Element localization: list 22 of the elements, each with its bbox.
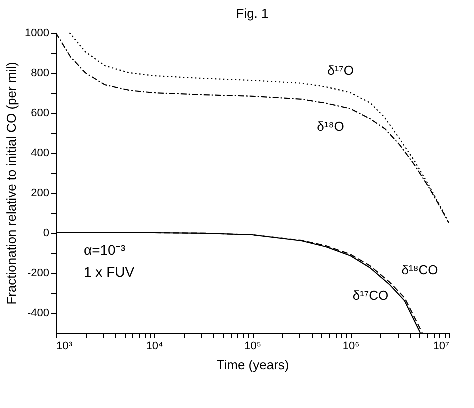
annotation: 1 x FUV bbox=[84, 264, 136, 280]
y-tick-label: 400 bbox=[31, 148, 50, 160]
x-tick-label: 10⁴ bbox=[146, 340, 164, 352]
y-tick-label: 600 bbox=[31, 108, 50, 120]
annotation: α=10⁻³ bbox=[84, 242, 126, 258]
y-tick-label: -200 bbox=[27, 268, 50, 280]
x-tick-label: 10⁵ bbox=[244, 340, 262, 352]
y-tick-label: 1000 bbox=[25, 28, 50, 40]
series-label: δ¹⁸O bbox=[317, 119, 344, 134]
y-tick-label: 800 bbox=[31, 68, 50, 80]
y-axis-title: Fractionation relative to initial CO (per mil) bbox=[4, 62, 20, 305]
series-label: δ¹⁷CO bbox=[352, 288, 389, 303]
x-tick-label: 10³ bbox=[56, 340, 73, 352]
x-tick-label: 10⁶ bbox=[342, 340, 360, 352]
series-label: δ¹⁸CO bbox=[402, 262, 438, 278]
chart-title: Fig. 1 bbox=[236, 6, 269, 21]
y-tick-label: 0 bbox=[43, 228, 50, 240]
series-label: δ¹⁷O bbox=[328, 63, 354, 78]
x-axis-title: Time (years) bbox=[216, 358, 290, 372]
y-tick-label: -400 bbox=[27, 308, 50, 320]
x-tick-label: 10⁷ bbox=[433, 340, 450, 352]
y-tick-label: 200 bbox=[31, 188, 50, 200]
